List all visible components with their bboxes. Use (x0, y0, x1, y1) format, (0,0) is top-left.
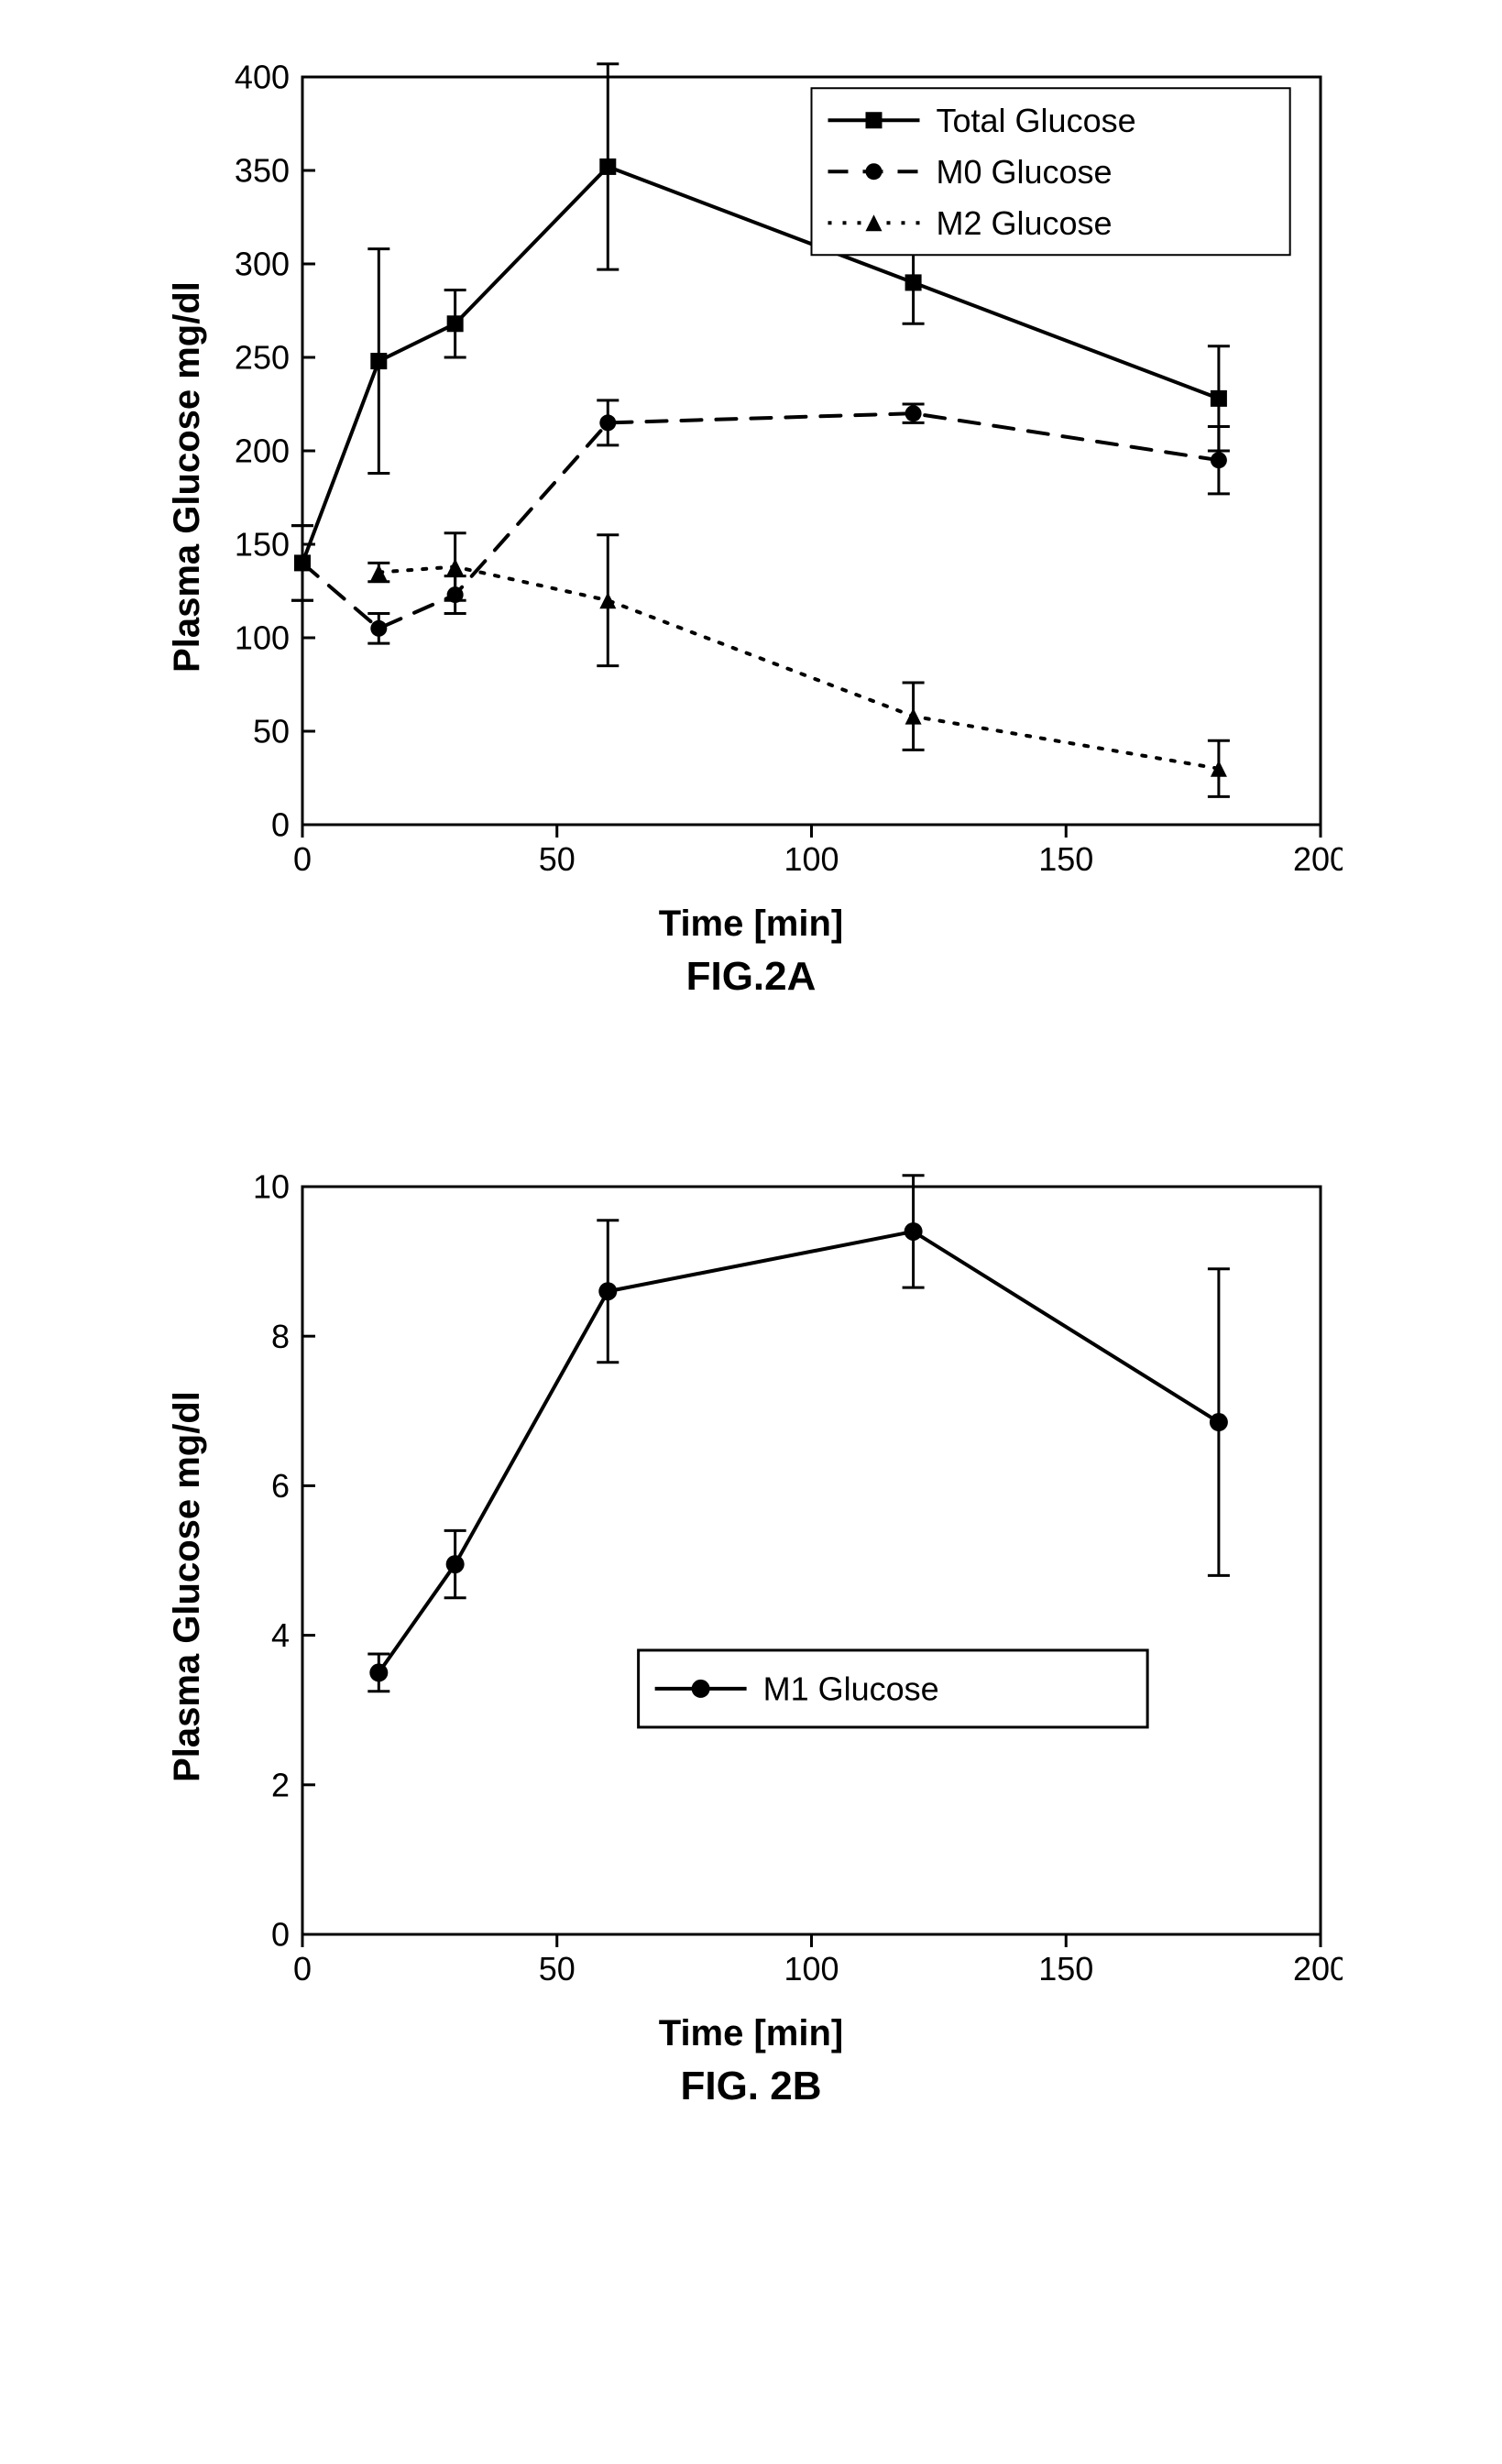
chart-2a-caption: FIG.2A (686, 954, 817, 1000)
chart-2b-xlabel: Time [min] (659, 2013, 844, 2054)
svg-text:100: 100 (234, 619, 289, 657)
svg-text:200: 200 (1292, 1950, 1342, 1988)
chart-2a-xlabel: Time [min] (659, 903, 844, 945)
svg-text:0: 0 (292, 840, 311, 878)
svg-text:200: 200 (234, 433, 289, 470)
svg-text:Total Glucose: Total Glucose (936, 102, 1135, 139)
page: Plasma Glucose mg/dl 0501001502000501001… (0, 0, 1502, 2219)
ylabel-col-2b: Plasma Glucose mg/dl (160, 1566, 215, 1607)
svg-text:0: 0 (292, 1950, 311, 1988)
legend: Total Glucose M0 Glucose M2 Glucose (811, 88, 1289, 255)
svg-text:400: 400 (234, 59, 289, 96)
ylabel-col-2a: Plasma Glucose mg/dl (160, 456, 215, 498)
series-m0 (291, 400, 1230, 643)
svg-text:M1 Glucose: M1 Glucose (762, 1670, 938, 1708)
svg-text:50: 50 (252, 713, 289, 750)
svg-text:200: 200 (1292, 840, 1342, 878)
panel-fig-2b: Plasma Glucose mg/dl 0 50 100 150 200 0 2 4 6 8 10… (160, 1165, 1343, 2109)
svg-text:350: 350 (234, 152, 289, 190)
svg-text:150: 150 (234, 526, 289, 564)
chart-2b-caption: FIG. 2B (680, 2064, 821, 2109)
chart-2b-svg: 0 50 100 150 200 0 2 4 6 8 10 M1 Glucose (215, 1165, 1343, 2008)
svg-text:8: 8 (270, 1318, 289, 1355)
legend: M1 Glucose (638, 1650, 1147, 1727)
svg-text:4: 4 (270, 1616, 289, 1654)
svg-text:50: 50 (538, 1950, 575, 1988)
series-m1 (367, 1176, 1230, 1692)
svg-text:250: 250 (234, 339, 289, 377)
chart-2b-block: Plasma Glucose mg/dl 0 50 100 150 200 0 2 4 6 8 10… (160, 1165, 1343, 2008)
chart-2a-ylabel: Plasma Glucose mg/dl (167, 281, 208, 673)
chart-2a-svg: 0 50 100 150 200 0 50 100 150 200 250 300 350 400 Tota… (215, 55, 1343, 898)
svg-text:50: 50 (538, 840, 575, 878)
chart-2a-block: Plasma Glucose mg/dl 0 50 100 150 200 0 50 100 1… (160, 55, 1343, 898)
chart-2b-ylabel: Plasma Glucose mg/dl (167, 1391, 208, 1782)
svg-text:M2 Glucose: M2 Glucose (936, 204, 1112, 242)
svg-text:0: 0 (270, 1916, 289, 1954)
svg-text:100: 100 (784, 1950, 839, 1988)
svg-text:150: 150 (1038, 840, 1093, 878)
svg-text:300: 300 (234, 246, 289, 283)
svg-text:2: 2 (270, 1766, 289, 1803)
svg-text:150: 150 (1038, 1950, 1093, 1988)
panel-fig-2a: Plasma Glucose mg/dl 0 50 100 150 200 0 50 100 1… (160, 55, 1343, 1000)
svg-text:M0 Glucose: M0 Glucose (936, 153, 1112, 191)
svg-text:6: 6 (270, 1467, 289, 1505)
svg-text:10: 10 (252, 1168, 289, 1206)
svg-text:100: 100 (784, 840, 839, 878)
series-m2 (367, 533, 1230, 797)
svg-text:0: 0 (270, 806, 289, 844)
